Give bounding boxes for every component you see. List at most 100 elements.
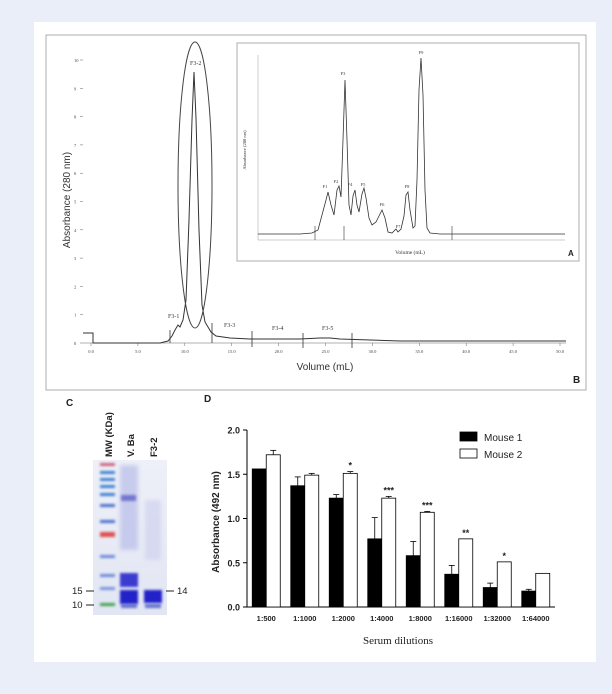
mw-label-15: 15 <box>72 586 83 597</box>
bar-chart-x-tick-label: 1:500 <box>257 614 276 623</box>
chromatogram-y-tick-label: 3 <box>74 256 77 261</box>
chromatogram-y-tick-label: 7 <box>74 143 77 148</box>
inset-peak-label: F9 <box>419 50 425 55</box>
fraction-dividers <box>169 323 353 348</box>
chromatogram-x-tick-label: 0.0 <box>88 349 94 354</box>
chromatogram-y-tick-label: 9 <box>74 86 77 91</box>
bar-mouse-1 <box>251 468 267 608</box>
bar-chart-x-tick-label: 1:64000 <box>522 614 550 623</box>
fraction-label-f3-4: F3-4 <box>272 326 283 332</box>
inset-y-axis-label: Absorbance (280 nm) <box>242 130 247 170</box>
legend-swatch-mouse-1 <box>459 431 478 442</box>
bar-chart-x-tick-label: 1:32000 <box>483 614 511 623</box>
chromatogram-x-tick-label: 50.0 <box>556 349 565 354</box>
f3-2-lane <box>144 500 162 608</box>
inset-trace <box>258 57 565 235</box>
legend-swatch-mouse-2 <box>459 448 478 459</box>
bar-mouse-2 <box>458 538 474 608</box>
bar-chart-y-tick-label: 0.0 <box>227 603 240 613</box>
inset-frame <box>236 42 580 262</box>
bar-mouse-1 <box>290 485 306 608</box>
chromatogram-y-tick-label: 10 <box>74 58 79 63</box>
chromatogram-y-axis-label: Absorbance (280 nm) <box>62 152 73 248</box>
chromatogram-x-tick-label: 45.0 <box>509 349 518 354</box>
bar-mouse-1 <box>521 590 537 608</box>
bar-mouse-1 <box>328 497 344 608</box>
bar-mouse-1 <box>405 555 421 608</box>
chromatogram-x-axis-label: Volume (mL) <box>297 362 354 373</box>
bar-mouse-1 <box>444 573 460 608</box>
significance-marker: *** <box>422 500 433 510</box>
chromatogram-x-tick-label: 25.0 <box>322 349 331 354</box>
bar-mouse-2 <box>419 511 435 608</box>
chromatogram-x-tick-label: 15.0 <box>228 349 237 354</box>
bar-chart-y-tick-label: 0.5 <box>227 558 240 568</box>
bar-mouse-1 <box>482 587 498 608</box>
significance-marker: *** <box>383 485 394 495</box>
panel-letter-a: A <box>568 249 574 258</box>
fraction-f3-2-ellipse <box>177 41 213 329</box>
panel-letter-b: B <box>573 375 580 386</box>
mw-marker-lane <box>100 463 115 606</box>
band-label-14: 14 <box>177 586 188 597</box>
bar-chart-x-tick-label: 1:8000 <box>409 614 432 623</box>
chromatogram-y-tick-label: 0 <box>74 341 77 346</box>
bar-chart-x-axis-label: Serum dilutions <box>363 635 433 647</box>
venom-lane <box>120 465 138 608</box>
fraction-label-f3-3: F3-3 <box>224 323 235 329</box>
bar-mouse-2 <box>496 561 512 608</box>
chromatogram-x-tick-label: 20.0 <box>275 349 284 354</box>
inset-peak-label: F4 <box>348 182 354 187</box>
inset-peak-label: F3 <box>341 71 347 76</box>
legend-label-mouse-2: Mouse 2 <box>484 450 523 461</box>
bar-chart-x-tick-label: 1:1000 <box>293 614 316 623</box>
bar-mouse-1 <box>367 538 383 608</box>
chromatogram-x-tick-label: 35.0 <box>415 349 424 354</box>
bar-mouse-2 <box>381 497 397 608</box>
lane-label-f3-2: F3-2 <box>149 437 160 457</box>
fraction-label-f3-5: F3-5 <box>322 326 333 332</box>
lane-label-mw: MW (KDa) <box>104 412 115 457</box>
bar-mouse-2 <box>342 472 358 608</box>
bar-chart-y-axis-label: Absorbance (492 nm) <box>211 471 222 573</box>
chromatogram-y-tick-label: 4 <box>74 228 77 233</box>
bar-chart-y-tick-label: 1.5 <box>227 470 240 480</box>
fraction-label-f3-1: F3-1 <box>168 314 179 320</box>
bar-chart-y-tick-label: 1.0 <box>227 514 240 524</box>
bar-chart-x-tick-label: 1:2000 <box>332 614 355 623</box>
inset-peak-label: F6 <box>380 202 386 207</box>
mw-label-10: 10 <box>72 600 83 611</box>
bar-mouse-2 <box>265 454 281 608</box>
chromatogram-trace <box>83 71 566 344</box>
bar-chart-y-tick-label: 2.0 <box>227 426 240 436</box>
inset-peak-label: F2 <box>334 179 339 184</box>
inset-peak-labels: F1 F2 F3 F4 F5 F6 F7 F8 F9 <box>323 50 425 229</box>
inset-x-axis-label: Volume (mL) <box>395 249 425 256</box>
chromatogram-x-ticks: 0.0 5.0 10.0 15.0 20.0 25.0 30.0 35.0 40.0 45.0 50… <box>88 343 565 354</box>
chromatogram-x-tick-label: 40.0 <box>462 349 471 354</box>
fraction-label-f3-2: F3-2 <box>190 61 201 67</box>
bar-mouse-2 <box>535 572 551 608</box>
panel-letter-c: C <box>66 398 73 409</box>
chromatogram-x-tick-label: 30.0 <box>368 349 377 354</box>
bar-chart-x-tick-label: 1:16000 <box>445 614 473 623</box>
inset-peak-label: F8 <box>405 184 411 189</box>
bar-chart-legend: Mouse 1 Mouse 2 <box>459 431 523 461</box>
chromatogram-y-tick-label: 5 <box>74 200 77 205</box>
bar-chart-x-tick-label: 1:4000 <box>370 614 393 623</box>
chromatogram-x-tick-label: 5.0 <box>135 349 141 354</box>
bar-mouse-2 <box>304 474 320 608</box>
panel-letter-d: D <box>204 394 211 405</box>
gel-panel: C MW (KDa) V. Ba <box>66 398 188 615</box>
lane-label-v-ba: V. Ba <box>126 433 137 457</box>
chromatogram-y-tick-label: 2 <box>74 284 76 289</box>
chromatogram-frame <box>45 34 587 391</box>
chromatogram-y-tick-label: 6 <box>74 171 77 176</box>
legend-label-mouse-1: Mouse 1 <box>484 433 523 444</box>
significance-marker: * <box>348 461 352 471</box>
chromatogram-x-tick-label: 10.0 <box>181 349 190 354</box>
inset-dividers <box>314 226 453 240</box>
